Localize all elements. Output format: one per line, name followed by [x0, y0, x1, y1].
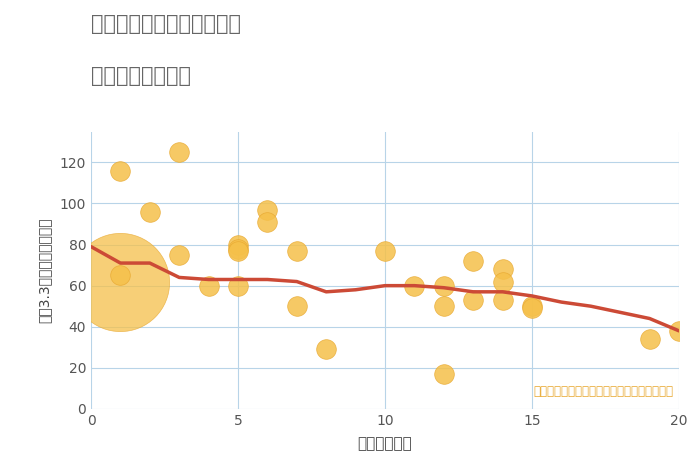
Point [262, 206, 273, 213]
Text: 大阪府大阪市此花区桜島の: 大阪府大阪市此花区桜島の [91, 14, 241, 34]
Point [497, 266, 508, 273]
Point [291, 247, 302, 254]
Text: 円の大きさは、取引のあった物件面積を示す: 円の大きさは、取引のあった物件面積を示す [533, 385, 673, 398]
Point [115, 167, 126, 174]
Point [526, 305, 538, 312]
Point [644, 335, 655, 343]
Point [174, 251, 185, 258]
Point [321, 345, 332, 353]
Point [115, 278, 126, 285]
Point [232, 245, 244, 252]
Point [232, 247, 244, 254]
Point [673, 327, 685, 335]
Point [379, 247, 391, 254]
X-axis label: 駅距離（分）: 駅距離（分） [358, 436, 412, 451]
Point [438, 302, 449, 310]
Point [438, 282, 449, 290]
Point [291, 302, 302, 310]
Point [203, 282, 214, 290]
Point [174, 149, 185, 156]
Text: 駅距離別土地価格: 駅距離別土地価格 [91, 66, 191, 86]
Point [497, 278, 508, 285]
Y-axis label: 坪（3.3㎡）単価（万円）: 坪（3.3㎡）単価（万円） [37, 218, 51, 323]
Point [526, 302, 538, 310]
Point [438, 370, 449, 378]
Point [409, 282, 420, 290]
Point [144, 208, 155, 215]
Point [468, 296, 479, 304]
Point [115, 272, 126, 279]
Point [232, 241, 244, 248]
Point [262, 218, 273, 226]
Point [232, 282, 244, 290]
Point [497, 296, 508, 304]
Point [468, 257, 479, 265]
